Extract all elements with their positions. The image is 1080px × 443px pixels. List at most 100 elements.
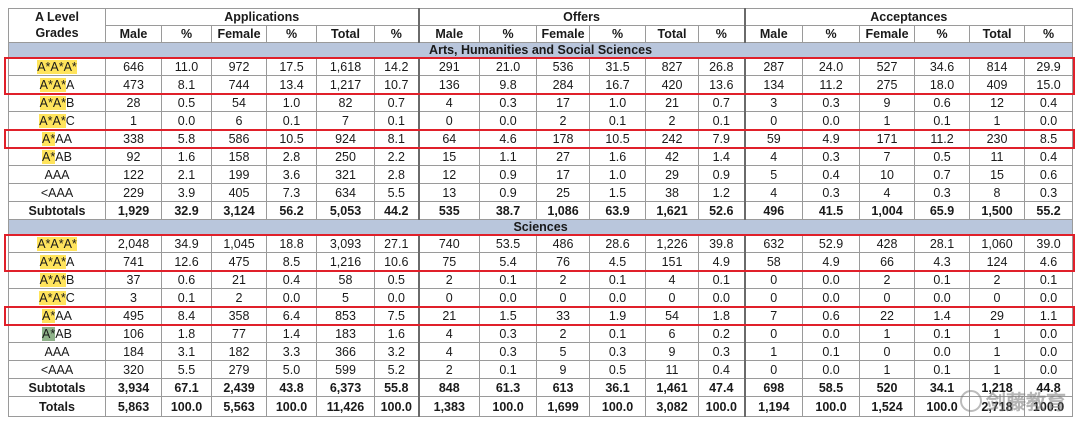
grade-header-line2: Grades (35, 26, 79, 40)
grade-cell: <AAA (8, 360, 106, 379)
table-cell: 55.8 (373, 378, 420, 397)
table-cell: 17 (536, 93, 591, 112)
table-cell: 535 (417, 201, 481, 220)
table-cell: 0.1 (802, 342, 861, 361)
table-cell: 1 (105, 111, 162, 130)
column-header: % (266, 25, 317, 43)
column-header: Male (417, 25, 481, 43)
table-cell: 11.2 (914, 129, 971, 148)
subtotal-row: Subtotals 1,929 32.9 3,124 56.2 5,053 44.2 535 3… (8, 201, 1074, 220)
table-cell: 0.0 (479, 288, 538, 307)
table-cell: 0 (969, 288, 1026, 307)
grade-cell: A*A*C (8, 288, 106, 307)
column-header: % (479, 25, 538, 43)
table-cell: 4 (417, 342, 481, 361)
table-cell: 4 (743, 147, 804, 166)
table-cell: 16.7 (589, 75, 647, 94)
table-cell: 0.1 (1024, 270, 1074, 289)
table-cell: 5 (743, 165, 804, 184)
table-cell: 0.1 (914, 111, 971, 130)
table-cell: 100.0 (266, 396, 317, 417)
table-cell: 100.0 (373, 396, 420, 417)
table-cell: 41.5 (802, 201, 861, 220)
grade-text: <AAA (40, 362, 74, 377)
table-cell: 1 (743, 342, 804, 361)
table-cell: 199 (211, 165, 267, 184)
table-cell: 2.1 (161, 165, 212, 184)
table-cell: 275 (859, 75, 916, 94)
table-cell: 5.8 (161, 129, 212, 148)
table-cell: 4 (859, 183, 916, 202)
table-cell: 0.2 (698, 324, 746, 343)
grade-cell: A*A*A* (8, 57, 106, 76)
table-cell: 1.6 (161, 147, 212, 166)
table-cell: 178 (536, 129, 591, 148)
table-cell: 1.0 (589, 93, 647, 112)
table-cell: 0.0 (698, 288, 746, 307)
table-cell: 0.3 (802, 93, 861, 112)
grade-highlight: A* (42, 149, 56, 164)
table-cell: 7.5 (373, 306, 420, 325)
table-cell: 0.3 (479, 93, 538, 112)
table-cell: 39.0 (1024, 234, 1074, 253)
table-cell: 25 (536, 183, 591, 202)
table-cell: 11 (969, 147, 1026, 166)
table-cell: 21 (211, 270, 267, 289)
table-cell: 1.8 (161, 324, 212, 343)
table-cell: 0.0 (1024, 288, 1074, 307)
table-cell: 8.4 (161, 306, 212, 325)
column-header: Total (969, 25, 1026, 43)
table-cell: 0 (645, 288, 700, 307)
table-cell: 3.3 (266, 342, 317, 361)
grade-cell: A*AA (8, 306, 106, 325)
table-cell: 8.5 (266, 252, 317, 271)
table-cell: 0.0 (802, 324, 861, 343)
table-cell: 0.0 (479, 111, 538, 130)
section-row: Sciences (7, 219, 1074, 235)
table-cell: 2,048 (105, 234, 162, 253)
table-cell: 38.7 (479, 201, 538, 220)
table-row: A*AA 338 5.8 586 10.5 924 8.1 64 4.6 178 10.5 242 7.… (8, 129, 1074, 148)
table-cell: 55.2 (1024, 201, 1074, 220)
table-cell: 28.1 (914, 234, 971, 253)
grade-cell: A*A*A (8, 75, 106, 94)
section-title: Arts, Humanities and Social Sciences (7, 42, 1074, 58)
table-row: A*A*B 28 0.5 54 1.0 82 0.7 4 0.3 17 1.0 21 0.7 3 0.3 9 0… (8, 93, 1074, 112)
subtotal-label: Subtotals (8, 378, 106, 397)
table-cell: 1,216 (316, 252, 375, 271)
table-cell: 1.5 (479, 306, 538, 325)
table-cell: 1,194 (743, 396, 804, 417)
column-header: Female (211, 25, 267, 43)
table-cell: 0.4 (1024, 93, 1074, 112)
table-cell: 0 (859, 288, 916, 307)
table-cell: 54 (645, 306, 700, 325)
table-row: <AAA 229 3.9 405 7.3 634 5.5 13 0.9 25 1.5 38 1.2 4 0.… (8, 183, 1074, 202)
table-cell: 5,563 (211, 396, 267, 417)
table-cell: 9 (645, 342, 700, 361)
table-cell: 740 (417, 234, 481, 253)
table-cell: 34.6 (914, 57, 971, 76)
table-cell: 11 (645, 360, 700, 379)
table-cell: 7 (859, 147, 916, 166)
table-cell: 13 (417, 183, 481, 202)
table-cell: 34.1 (914, 378, 971, 397)
table-cell: 1.6 (589, 147, 647, 166)
table-cell: 4 (417, 324, 481, 343)
grade-cell: A*A*A (8, 252, 106, 271)
table-cell: 6 (645, 324, 700, 343)
subtotal-label: Subtotals (8, 201, 106, 220)
table-cell: 536 (536, 57, 591, 76)
table-cell: 1 (969, 111, 1026, 130)
table-cell: 0.1 (479, 270, 538, 289)
table-cell: 744 (211, 75, 267, 94)
table-cell: 15.0 (1024, 75, 1074, 94)
table-cell: 28 (105, 93, 162, 112)
table-cell: 1.0 (589, 165, 647, 184)
table-cell: 13.4 (266, 75, 317, 94)
table-cell: 6 (211, 111, 267, 130)
table-cell: 29 (969, 306, 1026, 325)
table-cell: 0.6 (1024, 165, 1074, 184)
grade-text: C (65, 113, 75, 128)
table-cell: 1,699 (536, 396, 591, 417)
grade-cell: A*A*B (8, 93, 106, 112)
